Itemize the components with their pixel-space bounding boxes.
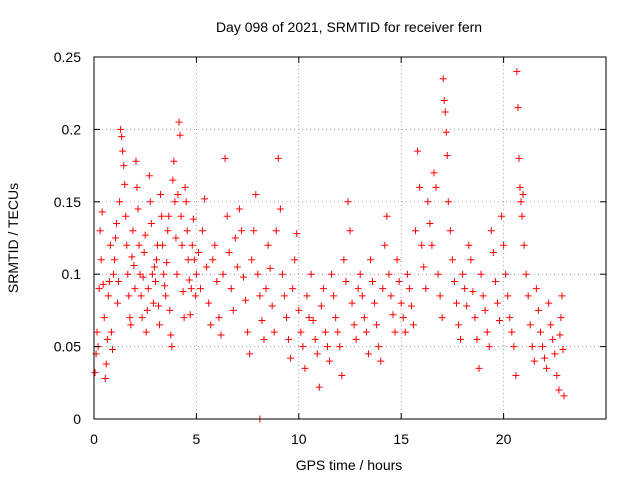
x-tick-label: 5: [193, 431, 201, 447]
x-tick-label: 20: [496, 431, 512, 447]
y-tick-label: 0.1: [62, 266, 82, 282]
x-tick-label: 15: [393, 431, 409, 447]
chart-background: [0, 0, 640, 480]
x-axis-label: GPS time / hours: [296, 457, 403, 473]
y-tick-label: 0.15: [54, 194, 81, 210]
y-tick-label: 0.05: [54, 339, 81, 355]
y-tick-label: 0.25: [54, 49, 81, 65]
y-tick-label: 0: [73, 411, 81, 427]
x-tick-label: 0: [90, 431, 98, 447]
y-axis-label: SRMTID / TECUs: [5, 183, 21, 293]
scatter-chart: Day 098 of 2021, SRMTID for receiver fer…: [0, 0, 640, 480]
chart-title: Day 098 of 2021, SRMTID for receiver fer…: [216, 19, 482, 35]
x-tick-label: 10: [291, 431, 307, 447]
y-tick-label: 0.2: [62, 121, 82, 137]
